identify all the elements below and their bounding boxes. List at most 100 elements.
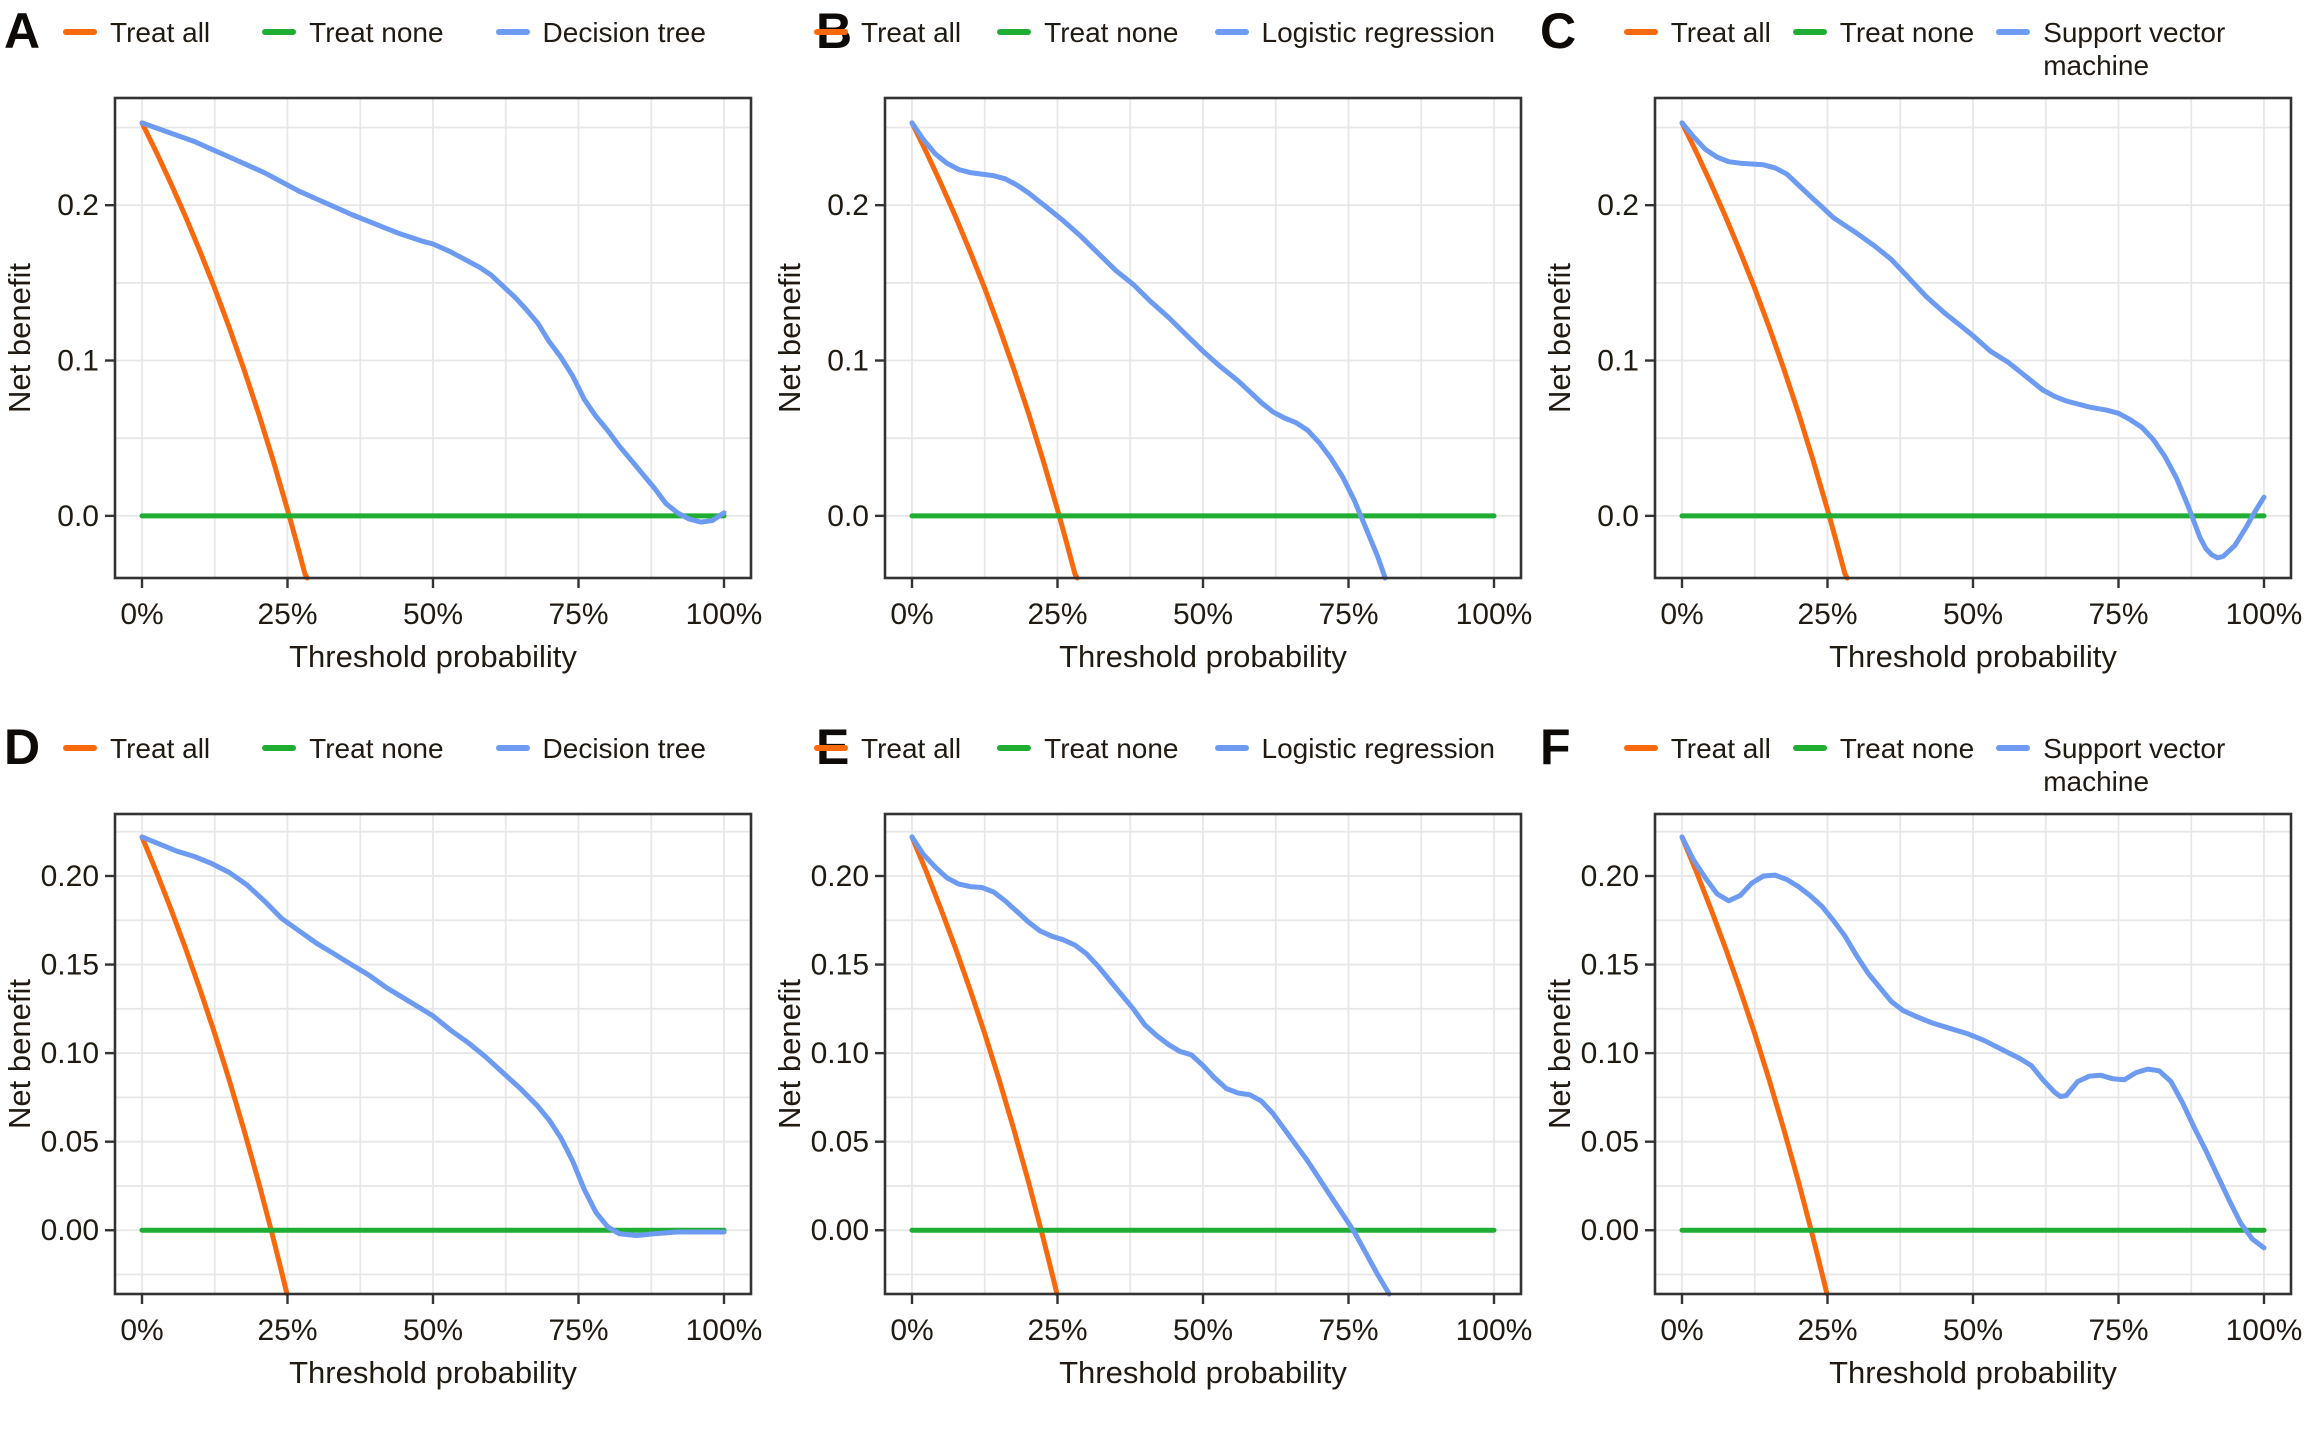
x-tick-label: 25% bbox=[1027, 598, 1087, 631]
y-tick-label: 0.15 bbox=[811, 949, 869, 982]
legend-line-icon bbox=[997, 745, 1032, 751]
decision-curve-plot-e: 0% 25% 50% 75% 100% 0.00 0.05 0.10 0.15 0.20 Thres… bbox=[772, 812, 1532, 1390]
x-tick-label: 0% bbox=[1660, 1314, 1703, 1347]
y-tick-label: 0.10 bbox=[41, 1037, 99, 1070]
x-axis-title: Threshold probability bbox=[289, 1355, 577, 1390]
treat-all-curve bbox=[909, 834, 1060, 1297]
y-tick-label: 0.1 bbox=[827, 345, 869, 378]
x-tick-label: 25% bbox=[1027, 1314, 1087, 1347]
treat-all-curve bbox=[1679, 834, 1830, 1297]
x-tick-label: 50% bbox=[1943, 1314, 2003, 1347]
legend-item-treat-all: Treat all bbox=[814, 16, 961, 49]
legend-line-icon bbox=[1214, 29, 1249, 35]
y-tick-label: 0.20 bbox=[811, 860, 869, 893]
panel-e: E Treat all Treat none Logistic regression… bbox=[770, 716, 1539, 1432]
x-axis-title: Threshold probability bbox=[1829, 1355, 2117, 1390]
legend: Treat all Treat none Logistic regression bbox=[770, 732, 1539, 765]
legend-label: Logistic regression bbox=[1261, 733, 1495, 764]
panel-letter: A bbox=[4, 3, 42, 59]
decision-curve-plot-c: 0% 25% 50% 75% 100% 0.0 0.1 0.2 Threshold probab… bbox=[1542, 96, 2302, 674]
y-axis-title: Net benefit bbox=[1542, 263, 1577, 413]
treat-all-curve bbox=[139, 834, 290, 1297]
legend-label: Treat all bbox=[110, 733, 211, 764]
legend-item-treat-none: Treat none bbox=[997, 16, 1179, 49]
y-tick-label: 0.0 bbox=[827, 500, 869, 533]
x-axis-title: Threshold probability bbox=[1059, 639, 1347, 674]
legend-item-treat-all: Treat all bbox=[1623, 732, 1771, 765]
y-axis-title: Net benefit bbox=[772, 979, 807, 1129]
model-curve bbox=[1679, 120, 2267, 561]
y-tick-label: 0.10 bbox=[1581, 1037, 1639, 1070]
legend-line-icon bbox=[495, 745, 530, 751]
legend-line-icon bbox=[1214, 745, 1249, 751]
x-tick-label: 75% bbox=[1318, 598, 1378, 631]
legend-label: Support vector machine bbox=[2043, 17, 2226, 81]
legend-line-icon bbox=[1996, 29, 2031, 35]
x-tick-label: 0% bbox=[1660, 598, 1703, 631]
y-axis-title: Net benefit bbox=[772, 263, 807, 413]
y-tick-label: 0.2 bbox=[57, 189, 99, 222]
legend: Treat all Treat none Decision tree bbox=[0, 16, 769, 49]
legend-label: Treat none bbox=[309, 733, 444, 764]
panel-f: F Treat all Treat none Support vector mach… bbox=[1540, 716, 2309, 1432]
legend: Treat all Treat none Decision tree bbox=[0, 732, 769, 765]
x-tick-label: 0% bbox=[890, 1314, 933, 1347]
legend-label: Treat none bbox=[1044, 17, 1179, 48]
x-tick-label: 50% bbox=[403, 1314, 463, 1347]
panel-letter: D bbox=[4, 719, 42, 775]
model-curve bbox=[139, 120, 727, 525]
decision-curve-plot-b: 0% 25% 50% 75% 100% 0.0 0.1 0.2 Threshold probab… bbox=[772, 96, 1533, 674]
x-tick-label: 0% bbox=[120, 1314, 163, 1347]
panel-c: C Treat all Treat none Support vector mach… bbox=[1540, 0, 2309, 716]
x-tick-label: 25% bbox=[1797, 1314, 1857, 1347]
legend-label: Treat none bbox=[1839, 17, 1975, 48]
panel-b: B Treat all Treat none Logistic regression… bbox=[770, 0, 1539, 716]
panel-letter: C bbox=[1540, 3, 1578, 59]
model-curve bbox=[1679, 834, 2267, 1251]
legend-line-icon bbox=[1792, 29, 1827, 35]
legend-item-model: Support vector machine bbox=[1996, 732, 2225, 798]
x-axis-title: Threshold probability bbox=[289, 639, 577, 674]
legend-label: Decision tree bbox=[542, 733, 706, 764]
x-tick-label: 100% bbox=[1456, 598, 1533, 631]
x-tick-label: 50% bbox=[1173, 1314, 1233, 1347]
y-tick-label: 0.05 bbox=[41, 1126, 99, 1159]
legend: Treat all Treat none Support vector machin… bbox=[1540, 732, 2309, 798]
legend: Treat all Treat none Logistic regression bbox=[770, 16, 1539, 49]
legend-item-model: Logistic regression bbox=[1214, 16, 1495, 49]
treat-all-curve bbox=[909, 120, 1080, 581]
legend-line-icon bbox=[63, 29, 98, 35]
y-tick-label: 0.1 bbox=[1597, 345, 1639, 378]
x-tick-label: 75% bbox=[2088, 598, 2148, 631]
legend-label: Treat all bbox=[1670, 733, 1771, 764]
y-axis-title: Net benefit bbox=[2, 263, 37, 413]
legend-label: Logistic regression bbox=[1261, 17, 1495, 48]
x-tick-label: 75% bbox=[548, 598, 608, 631]
model-curve bbox=[909, 834, 1392, 1297]
legend-label: Treat none bbox=[309, 17, 444, 48]
y-tick-label: 0.20 bbox=[1581, 860, 1639, 893]
y-tick-label: 0.15 bbox=[1581, 949, 1639, 982]
legend: Treat all Treat none Support vector machin… bbox=[1540, 16, 2309, 82]
legend-item-treat-all: Treat all bbox=[63, 16, 210, 49]
model-curve bbox=[139, 834, 727, 1238]
legend-item-treat-all: Treat all bbox=[814, 732, 961, 765]
legend-label: Treat none bbox=[1044, 733, 1179, 764]
x-tick-label: 0% bbox=[120, 598, 163, 631]
y-tick-label: 0.2 bbox=[1597, 189, 1639, 222]
x-tick-label: 25% bbox=[257, 1314, 317, 1347]
legend-line-icon bbox=[1792, 745, 1827, 751]
legend-label: Support vector machine bbox=[2043, 733, 2226, 797]
x-tick-label: 75% bbox=[548, 1314, 608, 1347]
x-tick-label: 100% bbox=[686, 598, 763, 631]
legend-item-treat-all: Treat all bbox=[63, 732, 210, 765]
x-tick-label: 50% bbox=[1173, 598, 1233, 631]
y-tick-label: 0.2 bbox=[827, 189, 869, 222]
x-axis-title: Threshold probability bbox=[1829, 639, 2117, 674]
y-tick-label: 0.1 bbox=[57, 345, 99, 378]
legend-line-icon bbox=[1623, 29, 1658, 35]
legend-item-model: Logistic regression bbox=[1214, 732, 1495, 765]
legend-line-icon bbox=[814, 29, 849, 35]
x-tick-label: 25% bbox=[257, 598, 317, 631]
legend-line-icon bbox=[495, 29, 530, 35]
